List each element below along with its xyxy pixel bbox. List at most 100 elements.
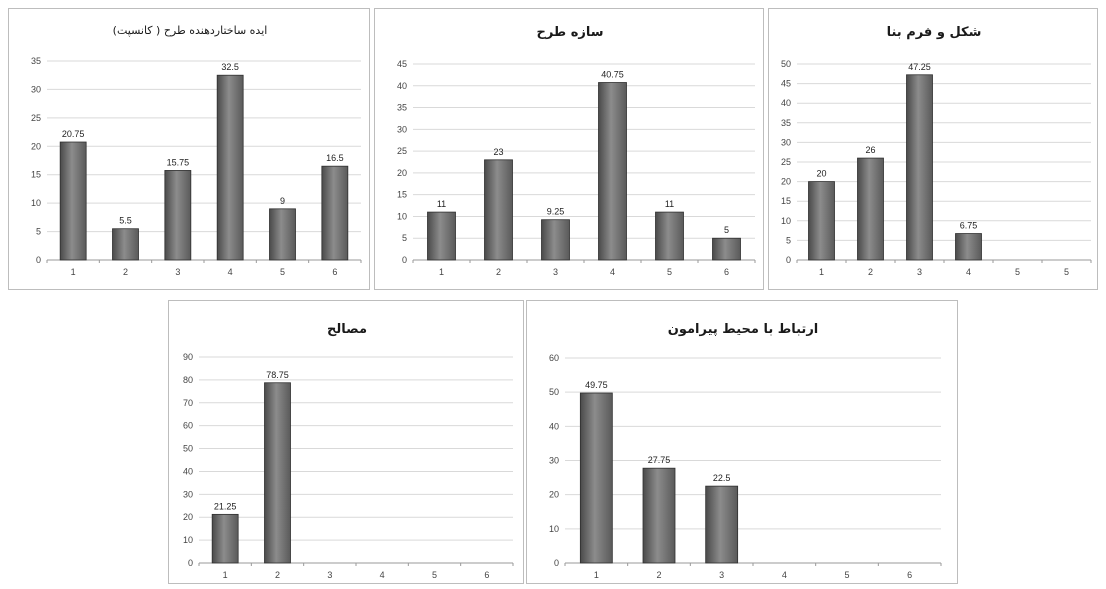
- bar: [321, 165, 349, 261]
- bar: [857, 157, 884, 261]
- y-tick-label: 45: [397, 59, 407, 69]
- y-tick-label: 45: [781, 79, 791, 89]
- data-label: 5.5: [119, 216, 132, 226]
- data-label: 16.5: [326, 153, 344, 163]
- y-tick-label: 10: [781, 216, 791, 226]
- chart-structure-svg: سازه طرح05101520253035404511122339.25440…: [397, 25, 756, 277]
- y-tick-label: 15: [31, 170, 41, 180]
- x-tick-label: 2: [868, 267, 873, 277]
- y-tick-label: 40: [549, 421, 559, 431]
- x-tick-label: 4: [380, 570, 385, 580]
- data-label: 9: [280, 196, 285, 206]
- x-tick-label: 5: [432, 570, 437, 580]
- x-tick-label: 1: [71, 267, 76, 277]
- data-label: 47.25: [908, 62, 931, 72]
- bar: [216, 74, 244, 261]
- y-tick-label: 0: [554, 558, 559, 568]
- bar: [541, 219, 570, 261]
- chart-concept-svg: ایده ساختاردهنده طرح ( کانسپت)0510152025…: [31, 24, 362, 277]
- bar: [164, 170, 192, 261]
- y-tick-label: 80: [183, 375, 193, 385]
- x-tick-label: 1: [819, 267, 824, 277]
- x-tick-label: 1: [594, 570, 599, 580]
- x-tick-label: 5: [1064, 267, 1069, 277]
- y-tick-label: 30: [183, 489, 193, 499]
- x-tick-label: 3: [719, 570, 724, 580]
- x-tick-label: 3: [175, 267, 180, 277]
- x-tick-label: 4: [610, 267, 615, 277]
- data-label: 9.25: [547, 207, 565, 217]
- y-tick-label: 60: [183, 421, 193, 431]
- y-tick-label: 0: [188, 558, 193, 568]
- data-label: 22.5: [713, 473, 731, 483]
- y-tick-label: 30: [397, 124, 407, 134]
- y-tick-label: 15: [781, 196, 791, 206]
- x-tick-label: 1: [223, 570, 228, 580]
- data-label: 78.75: [266, 370, 289, 380]
- chart-title: ارتباط با محیط پیرامون: [668, 322, 819, 337]
- chart-materials-svg: مصالح 0 10 20 30 40 50 60 70 80 90 1 21.25 2 78.75 3 4 5 6: [183, 322, 514, 580]
- data-label: 20.75: [62, 129, 85, 139]
- x-tick-label: 6: [907, 570, 912, 580]
- data-label: 15.75: [167, 157, 190, 167]
- x-tick-label: 1: [439, 267, 444, 277]
- y-tick-label: 35: [31, 56, 41, 66]
- chart-panel-form: شکل و فرم بنا 0 5 10 15 20 25 30 35 40 45 50 1 20 2 26 3…: [768, 8, 1098, 290]
- bar: [264, 382, 291, 564]
- y-tick-label: 0: [786, 255, 791, 265]
- data-label: 49.75: [585, 380, 608, 390]
- y-tick-label: 70: [183, 398, 193, 408]
- y-tick-label: 60: [549, 353, 559, 363]
- data-label: 11: [665, 199, 674, 209]
- chart-panel-context: ارتباط با محیط پیرامون 0 10 20 30 40 50 60 1 49.7…: [526, 300, 958, 584]
- y-tick-label: 35: [397, 103, 407, 113]
- data-label: 21.25: [214, 501, 237, 511]
- y-tick-label: 5: [36, 227, 41, 237]
- bar: [484, 159, 513, 261]
- y-tick-label: 10: [183, 535, 193, 545]
- x-tick-label: 3: [553, 267, 558, 277]
- chart-title: مصالح: [327, 322, 367, 337]
- chart-panel-structure: سازه طرح 0 5 10 15 20 25 30 35 40 45 1 11 2 23 3 9.25 4 40…: [374, 8, 764, 290]
- x-tick-label: 5: [1015, 267, 1020, 277]
- bar: [655, 211, 684, 261]
- y-tick-label: 30: [31, 84, 41, 94]
- bar: [579, 392, 613, 564]
- bar: [269, 208, 296, 261]
- y-tick-label: 0: [402, 255, 407, 265]
- chart-context-svg: ارتباط با محیط پیرامون 0 10 20 30 40 50 60 1 49.7…: [549, 322, 942, 580]
- data-label: 26: [865, 145, 875, 155]
- y-tick-label: 25: [31, 113, 41, 123]
- y-tick-label: 40: [781, 98, 791, 108]
- bar: [211, 513, 239, 564]
- data-label: 27.75: [648, 455, 671, 465]
- data-label: 11: [437, 199, 446, 209]
- x-tick-label: 6: [724, 267, 729, 277]
- y-tick-label: 30: [549, 456, 559, 466]
- x-tick-label: 4: [228, 267, 233, 277]
- chart-title: سازه طرح: [536, 25, 603, 40]
- x-tick-label: 5: [667, 267, 672, 277]
- y-tick-label: 25: [781, 157, 791, 167]
- x-tick-label: 2: [123, 267, 128, 277]
- data-label: 20: [816, 169, 826, 179]
- bar: [906, 74, 933, 261]
- data-label: 32.5: [221, 62, 239, 72]
- y-tick-label: 50: [549, 387, 559, 397]
- chart-title: ایده ساختاردهنده طرح ( کانسپت): [113, 24, 268, 37]
- bar: [642, 467, 676, 564]
- y-tick-label: 20: [397, 168, 407, 178]
- x-tick-label: 2: [496, 267, 501, 277]
- chart-form-svg: شکل و فرم بنا051015202530354045501202263…: [781, 25, 1092, 277]
- y-tick-label: 25: [397, 146, 407, 156]
- x-tick-label: 6: [332, 267, 337, 277]
- bar: [427, 211, 456, 261]
- y-tick-label: 20: [183, 512, 193, 522]
- bar: [712, 237, 741, 261]
- x-tick-label: 4: [782, 570, 787, 580]
- y-tick-label: 5: [786, 235, 791, 245]
- bar: [955, 233, 982, 261]
- chart-panel-materials: مصالح 0 10 20 30 40 50 60 70 80 90 1 21.25 2 78.75 3 4 5 6: [168, 300, 524, 584]
- data-label: 40.75: [601, 70, 624, 80]
- chart-panel-concept: ایده ساختاردهنده طرح ( کانسپت) 0 5 10 15 20 25…: [8, 8, 370, 290]
